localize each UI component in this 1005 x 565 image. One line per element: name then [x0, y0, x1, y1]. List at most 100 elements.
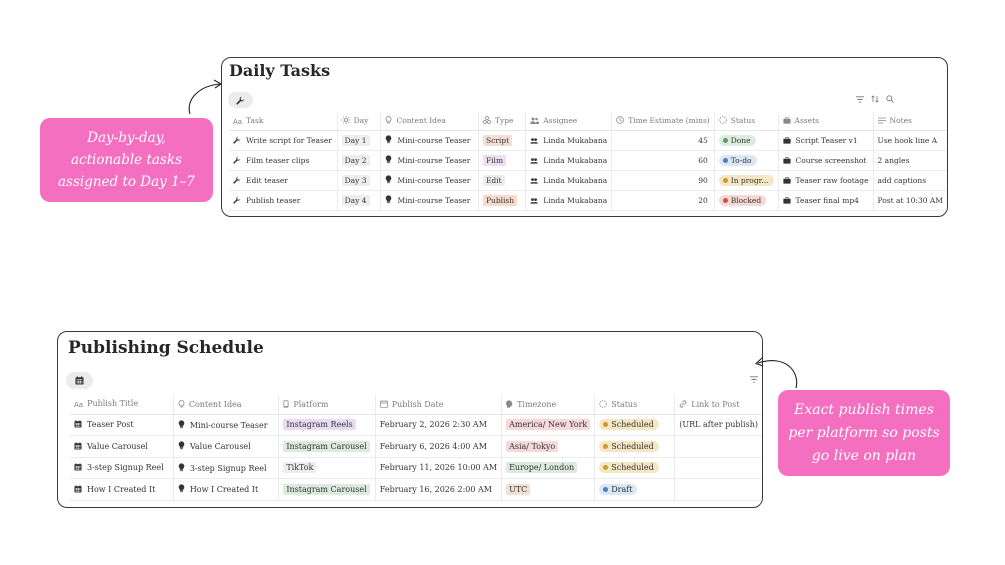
content-idea-link[interactable]: Mini-course Teaser [189, 420, 268, 430]
publish-title-cell[interactable]: 3-step Signup Reel [70, 457, 174, 479]
status-cell[interactable]: To-do [713, 150, 779, 171]
time-estimate-cell[interactable]: 20 [611, 190, 715, 211]
content-idea-cell[interactable]: Mini-course Teaser [172, 414, 279, 436]
timezone-cell[interactable]: Asia/ Tokyo [501, 435, 595, 458]
column-header-publish-title[interactable]: Aa Publish Title [70, 395, 174, 415]
type-cell[interactable]: Film [477, 150, 526, 171]
filter-icon[interactable] [856, 95, 864, 103]
assets-cell[interactable]: Course screenshot [777, 150, 874, 171]
daily-tasks-view-tab[interactable] [228, 92, 253, 108]
platform-cell[interactable]: Instagram Reels [278, 414, 376, 436]
day-cell[interactable]: Day 3 [336, 170, 381, 191]
table-row[interactable]: Edit teaser Day 3 Mini-course Teaser Edit Li… [229, 170, 947, 191]
column-header-task[interactable]: Aa Task [229, 112, 338, 131]
link-to-post-cell[interactable] [674, 435, 762, 458]
content-idea-cell[interactable]: Mini-course Teaser [380, 150, 479, 171]
task-cell[interactable]: Film teaser clips [229, 150, 338, 171]
content-idea-link[interactable]: Mini-course Teaser [397, 156, 471, 165]
timezone-cell[interactable]: UTC [501, 478, 595, 501]
content-idea-link[interactable]: Mini-course Teaser [397, 176, 471, 185]
table-row[interactable]: Teaser Post Mini-course Teaser Instagram R… [70, 414, 762, 436]
publish-date-cell[interactable]: February 11, 2026 10:00 AM [374, 457, 502, 479]
column-header-type[interactable]: Type [477, 112, 526, 131]
content-idea-link[interactable]: Mini-course Teaser [397, 136, 471, 145]
post-link[interactable]: (URL after publish) [679, 420, 758, 430]
content-idea-link[interactable]: How I Created It [189, 485, 259, 495]
type-cell[interactable]: Script [477, 130, 526, 151]
column-header-content-idea[interactable]: Content Idea [380, 112, 479, 131]
content-idea-cell[interactable]: Mini-course Teaser [380, 190, 479, 211]
column-header-content-idea[interactable]: Content Idea [172, 395, 279, 415]
time-estimate-cell[interactable]: 60 [611, 150, 715, 171]
platform-cell[interactable]: Instagram Carousel [278, 478, 376, 501]
platform-cell[interactable]: Instagram Carousel [278, 435, 376, 458]
content-idea-link[interactable]: Value Carousel [189, 442, 251, 452]
assets-cell[interactable]: Teaser raw footage [777, 170, 874, 191]
publish-date-cell[interactable]: February 6, 2026 4:00 AM [374, 435, 502, 458]
time-estimate-cell[interactable]: 45 [611, 130, 715, 151]
content-idea-link[interactable]: 3-step Signup Reel [189, 463, 267, 473]
column-header-time-estimate[interactable]: Time Estimate (mins) [611, 112, 715, 131]
column-header-day[interactable]: Day [336, 112, 381, 131]
status-cell[interactable]: Draft [594, 478, 675, 501]
column-header-assignee[interactable]: Assignee [525, 112, 612, 131]
content-idea-cell[interactable]: Mini-course Teaser [380, 130, 479, 151]
task-cell[interactable]: Edit teaser [229, 170, 338, 191]
asset-link[interactable]: Script Teaser v1 [795, 135, 858, 145]
asset-link[interactable]: Teaser final mp4 [795, 195, 859, 205]
content-idea-cell[interactable]: How I Created It [172, 478, 279, 501]
column-header-status[interactable]: Status [713, 112, 779, 131]
notes-cell[interactable]: Use hook line A [872, 130, 947, 151]
column-header-notes[interactable]: Notes [872, 112, 947, 131]
filter-icon[interactable] [750, 376, 758, 383]
assignee-cell[interactable]: Linda Mukabana [525, 190, 612, 211]
column-header-status[interactable]: Status [594, 395, 675, 415]
publish-date-cell[interactable]: February 2, 2026 2:30 AM [374, 414, 502, 436]
link-to-post-cell[interactable] [674, 457, 762, 479]
time-estimate-cell[interactable]: 90 [611, 170, 715, 191]
assignee-cell[interactable]: Linda Mukabana [525, 170, 612, 191]
status-cell[interactable]: In progr... [713, 170, 779, 191]
notes-cell[interactable]: 2 angles [872, 150, 947, 171]
status-cell[interactable]: Scheduled [594, 414, 675, 436]
publish-date-cell[interactable]: February 16, 2026 2:00 AM [374, 478, 502, 501]
table-row[interactable]: How I Created It How I Created It Instagra… [70, 478, 762, 501]
status-cell[interactable]: Done [713, 130, 779, 151]
sort-icon[interactable] [871, 95, 879, 103]
link-to-post-cell[interactable]: (URL after publish) [674, 414, 762, 436]
assignee-cell[interactable]: Linda Mukabana [525, 130, 612, 151]
table-row[interactable]: Value Carousel Value Carousel Instagram Ca… [70, 435, 762, 458]
assignee-cell[interactable]: Linda Mukabana [525, 150, 612, 171]
publish-title-cell[interactable]: How I Created It [70, 478, 174, 501]
task-cell[interactable]: Publish teaser [229, 190, 338, 211]
platform-cell[interactable]: TikTok [278, 457, 376, 479]
link-to-post-cell[interactable] [674, 478, 762, 501]
status-cell[interactable]: Blocked [713, 190, 779, 211]
day-cell[interactable]: Day 1 [336, 130, 381, 151]
timezone-cell[interactable]: America/ New York [501, 414, 595, 436]
content-idea-cell[interactable]: 3-step Signup Reel [172, 457, 279, 479]
assets-cell[interactable]: Teaser final mp4 [777, 190, 874, 211]
column-header-timezone[interactable]: Timezone [501, 395, 595, 415]
content-idea-cell[interactable]: Value Carousel [172, 435, 279, 458]
asset-link[interactable]: Course screenshot [795, 155, 867, 165]
column-header-assets[interactable]: Assets [777, 112, 874, 131]
table-row[interactable]: Film teaser clips Day 2 Mini-course Teaser… [229, 150, 947, 171]
notes-cell[interactable]: add captions [872, 170, 947, 191]
column-header-platform[interactable]: Platform [278, 395, 376, 415]
content-idea-cell[interactable]: Mini-course Teaser [380, 170, 479, 191]
timezone-cell[interactable]: Europe/ London [501, 457, 595, 479]
type-cell[interactable]: Edit [477, 170, 526, 191]
publish-title-cell[interactable]: Teaser Post [70, 414, 174, 436]
column-header-link-to-post[interactable]: Link to Post [674, 395, 762, 415]
type-cell[interactable]: Publish [477, 190, 526, 211]
column-header-publish-date[interactable]: Publish Date [374, 395, 502, 415]
day-cell[interactable]: Day 4 [336, 190, 381, 211]
status-cell[interactable]: Scheduled [594, 457, 675, 479]
table-row[interactable]: 3-step Signup Reel 3-step Signup Reel TikT… [70, 457, 762, 479]
publishing-schedule-view-tab[interactable] [66, 372, 93, 389]
publish-title-cell[interactable]: Value Carousel [70, 435, 174, 458]
assets-cell[interactable]: Script Teaser v1 [777, 130, 874, 151]
table-row[interactable]: Write script for Teaser Day 1 Mini-course … [229, 130, 947, 151]
status-cell[interactable]: Scheduled [594, 435, 675, 458]
